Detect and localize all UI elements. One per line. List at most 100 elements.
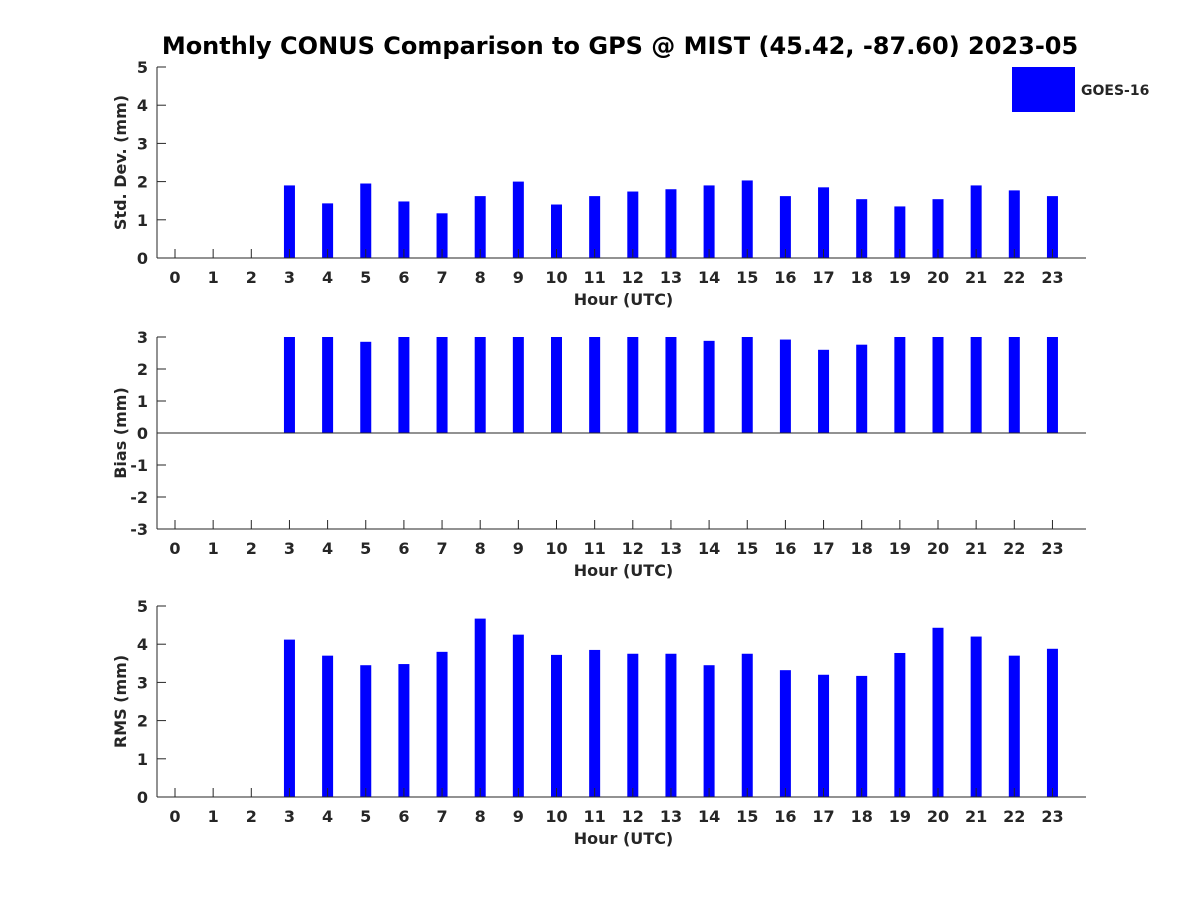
bar — [932, 199, 944, 258]
y-tick-label: 0 — [137, 249, 148, 268]
x-tick-label: 6 — [398, 807, 409, 826]
bar — [1046, 196, 1058, 258]
bar — [894, 206, 906, 258]
bar — [551, 204, 562, 258]
bar — [512, 337, 524, 433]
x-tick-label: 11 — [584, 539, 606, 558]
bar — [474, 618, 486, 797]
x-tick-label: 0 — [169, 539, 180, 558]
bar — [665, 337, 677, 433]
bar — [970, 185, 982, 258]
x-tick-label: 10 — [545, 268, 567, 287]
x-tick-label: 22 — [1003, 268, 1025, 287]
bar — [665, 189, 677, 258]
x-tick-label: 20 — [927, 539, 949, 558]
bar — [932, 627, 944, 797]
x-tick-label: 3 — [284, 807, 295, 826]
x-tick-label: 14 — [698, 268, 720, 287]
bar — [894, 337, 906, 433]
x-tick-label: 22 — [1003, 807, 1025, 826]
bar — [589, 337, 601, 433]
x-axis-label: Hour (UTC) — [574, 561, 674, 580]
x-tick-label: 2 — [246, 268, 257, 287]
y-tick-label: 5 — [137, 597, 148, 616]
bar — [1046, 337, 1058, 433]
y-tick-label: 1 — [137, 392, 148, 411]
bar — [322, 655, 334, 797]
x-tick-label: 19 — [889, 807, 911, 826]
bar — [703, 185, 715, 258]
bar — [970, 337, 982, 433]
bar — [360, 183, 372, 258]
x-tick-label: 22 — [1003, 539, 1025, 558]
bar — [665, 653, 677, 797]
bar — [322, 203, 334, 258]
bar — [1008, 337, 1020, 433]
bar — [779, 339, 791, 433]
y-tick-label: 2 — [137, 173, 148, 192]
y-tick-label: 0 — [137, 788, 148, 807]
x-tick-label: 5 — [360, 807, 371, 826]
y-tick-label: -1 — [130, 456, 148, 475]
bar — [398, 664, 410, 797]
bar — [894, 652, 906, 797]
x-tick-label: 21 — [965, 807, 987, 826]
x-tick-label: 9 — [513, 807, 524, 826]
x-tick-label: 16 — [774, 268, 796, 287]
bar — [1046, 648, 1058, 797]
x-tick-label: 1 — [208, 539, 219, 558]
x-tick-label: 1 — [208, 807, 219, 826]
x-tick-label: 6 — [398, 268, 409, 287]
x-tick-label: 13 — [660, 807, 682, 826]
x-tick-label: 12 — [622, 539, 644, 558]
x-tick-label: 13 — [660, 539, 682, 558]
x-tick-label: 15 — [736, 268, 758, 287]
y-tick-label: 4 — [137, 96, 148, 115]
x-tick-label: 14 — [698, 807, 720, 826]
x-tick-label: 13 — [660, 268, 682, 287]
x-tick-label: 16 — [774, 539, 796, 558]
y-axis-label: Std. Dev. (mm) — [111, 95, 130, 230]
bar — [283, 639, 295, 797]
bar — [398, 337, 410, 433]
y-axis-label: Bias (mm) — [111, 387, 130, 479]
x-tick-label: 23 — [1041, 539, 1063, 558]
x-tick-label: 11 — [584, 807, 606, 826]
x-tick-label: 11 — [584, 268, 606, 287]
bar — [741, 337, 753, 433]
bar — [856, 344, 868, 433]
x-tick-label: 0 — [169, 268, 180, 287]
x-tick-label: 23 — [1041, 807, 1063, 826]
bar — [856, 675, 868, 797]
bar — [779, 670, 791, 797]
bar — [970, 636, 982, 797]
x-tick-label: 17 — [812, 539, 834, 558]
y-tick-label: 0 — [137, 424, 148, 443]
bar — [474, 196, 486, 258]
bar — [589, 649, 601, 797]
y-tick-label: 3 — [137, 134, 148, 153]
bar — [818, 674, 830, 797]
x-tick-label: 5 — [360, 268, 371, 287]
x-tick-label: 8 — [475, 268, 486, 287]
x-tick-label: 21 — [965, 268, 987, 287]
bar — [818, 349, 830, 433]
x-tick-label: 17 — [812, 807, 834, 826]
y-tick-label: 4 — [137, 635, 148, 654]
x-tick-label: 0 — [169, 807, 180, 826]
y-tick-label: 5 — [137, 58, 148, 77]
bar — [436, 337, 448, 433]
legend: GOES-16 — [1012, 67, 1149, 112]
y-axis-label: RMS (mm) — [111, 655, 130, 748]
bar — [703, 665, 715, 797]
x-tick-label: 6 — [398, 539, 409, 558]
legend-label: GOES-16 — [1081, 83, 1149, 99]
bar — [436, 213, 448, 258]
x-tick-label: 16 — [774, 807, 796, 826]
x-tick-label: 5 — [360, 539, 371, 558]
bar — [283, 185, 295, 258]
x-tick-label: 20 — [927, 807, 949, 826]
